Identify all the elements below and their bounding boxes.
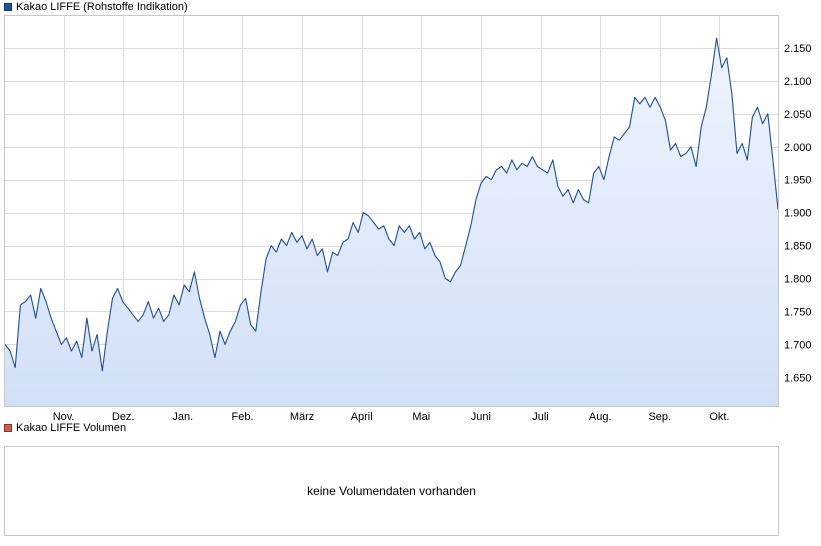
x-tick-label: Aug. — [589, 411, 612, 423]
volume-panel: keine Volumendaten vorhanden — [4, 446, 779, 536]
y-tick-label: 2.050 — [784, 109, 812, 121]
y-tick-label: 1.950 — [784, 175, 812, 187]
x-tick-label: Juni — [471, 411, 491, 423]
price-chart: 1.650 1.700 1.750 1.800 1.850 1.900 1.950 2.000… — [4, 15, 812, 423]
x-tick-label: Feb. — [231, 411, 253, 423]
plot-border — [4, 15, 779, 407]
x-tick-label: Nov. — [53, 411, 75, 423]
price-area — [5, 38, 778, 407]
price-legend-label: Kakao LIFFE (Rohstoffe Indikation) — [16, 1, 188, 13]
price-line — [4, 37, 779, 372]
y-tick-label: 2.100 — [784, 76, 812, 88]
x-tick-label: Juli — [532, 411, 549, 423]
volume-legend-swatch — [4, 424, 12, 432]
y-tick-label: 1.900 — [784, 208, 812, 220]
x-tick-label: Okt. — [709, 411, 729, 423]
y-tick-label: 2.000 — [784, 142, 812, 154]
y-tick-label: 2.150 — [784, 43, 812, 55]
x-tick-label: April — [351, 411, 373, 423]
volume-legend-label: Kakao LIFFE Volumen — [16, 422, 127, 434]
x-tick-label: Sep. — [648, 411, 671, 423]
y-tick-label: 1.650 — [784, 372, 812, 384]
y-tick-label: 1.700 — [784, 339, 812, 351]
price-legend: Kakao LIFFE (Rohstoffe Indikation) — [4, 0, 188, 14]
x-tick-label: März — [290, 411, 314, 423]
y-tick-label: 1.850 — [784, 241, 812, 253]
volume-legend: Kakao LIFFE Volumen — [4, 421, 126, 435]
volume-empty-message: keine Volumendaten vorhanden — [307, 484, 476, 498]
y-tick-label: 1.750 — [784, 307, 812, 319]
y-tick-label: 1.800 — [784, 274, 812, 286]
x-tick-label: Mai — [412, 411, 430, 423]
price-legend-swatch — [4, 3, 12, 11]
x-tick-label: Dez. — [112, 411, 135, 423]
x-tick-label: Jan. — [172, 411, 193, 423]
